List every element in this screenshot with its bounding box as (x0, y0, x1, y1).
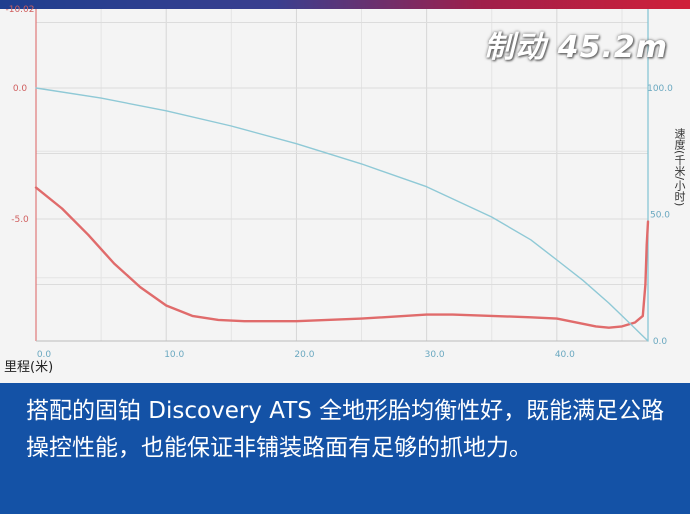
y-left-tick-label: 0.0 (13, 84, 28, 94)
speed-series-line (35, 87, 649, 342)
deceleration-series-line (34, 186, 650, 329)
y-left-tick-label: -10.02 (5, 5, 34, 15)
y-right-tick-label: 50.0 (650, 211, 670, 221)
x-tick-label: 40.0 (555, 350, 575, 360)
x-tick-label: 0.0 (37, 350, 52, 360)
chart-axes (35, 9, 649, 342)
x-tick-label: 20.0 (294, 350, 314, 360)
x-axis-label: 里程(米) (4, 360, 54, 375)
chart-plot: 0.0 10.0 20.0 30.0 40.0 0.0 -5.0 -10.02 100.0 50.… (5, 5, 673, 360)
y-right-tick-label: 100.0 (647, 84, 673, 94)
chart-series (34, 87, 650, 342)
y-right-tick-label: 0.0 (653, 337, 668, 347)
x-tick-label: 10.0 (164, 350, 184, 360)
right-axis-label: 速度(千米/小时) (673, 128, 686, 207)
caption-box: 搭配的固铂 Discovery ATS 全地形胎均衡性好，既能满足公路操控性能，… (0, 383, 690, 514)
top-color-bar (0, 0, 690, 9)
caption-text: 搭配的固铂 Discovery ATS 全地形胎均衡性好，既能满足公路操控性能，… (26, 398, 665, 461)
chart-background (0, 9, 690, 383)
braking-distance-stamp: 制动 45.2m (484, 30, 668, 65)
y-left-tick-label: -5.0 (11, 215, 29, 225)
chart-tick-labels: 0.0 10.0 20.0 30.0 40.0 0.0 -5.0 -10.02 100.0 50.… (5, 5, 673, 360)
x-tick-label: 30.0 (425, 350, 445, 360)
